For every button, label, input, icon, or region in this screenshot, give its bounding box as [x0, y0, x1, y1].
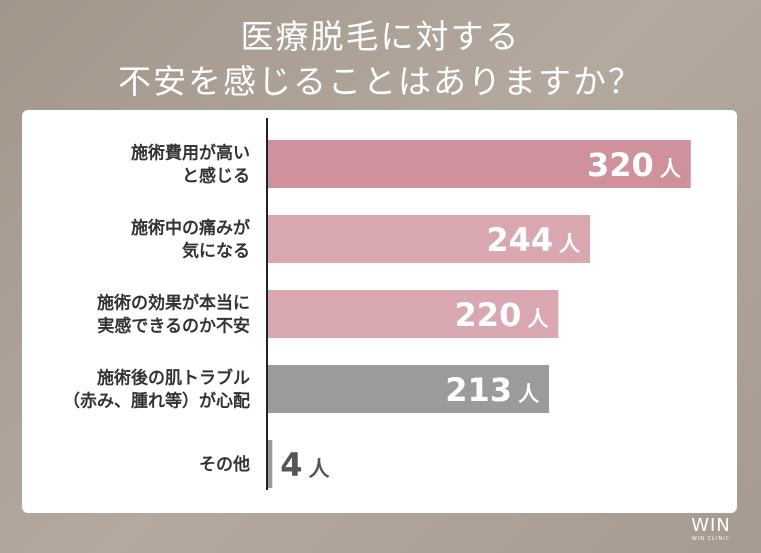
value-label-3: 220 人	[455, 296, 549, 334]
chart-title: 医療脱毛に対する 不安を感じることはありますか？	[0, 14, 761, 104]
bar-1	[267, 140, 691, 188]
bar-5	[267, 440, 273, 488]
chart-title-line-1: 医療脱毛に対する	[240, 17, 521, 56]
value-label-4: 213 人	[445, 371, 539, 409]
logo-subtext: WIN CLINIC	[691, 536, 731, 542]
category-label-3: 施術の効果が本当に実感できるのか不安	[97, 293, 250, 337]
category-label-4: 施術後の肌トラブル（赤み、腫れ等）が心配	[63, 368, 250, 412]
value-label-2: 244 人	[486, 221, 580, 259]
category-label-1: 施術費用が高いと感じる	[131, 143, 250, 187]
bar-3	[267, 290, 559, 338]
category-label-2: 施術中の痛みが気になる	[131, 218, 250, 262]
chart-panel: 施術費用が高いと感じる 320 人施術中の痛みが気になる 244 人施術の効果が本当に実…	[22, 110, 737, 513]
win-clinic-logo: WIN WIN CLINIC	[686, 516, 736, 543]
bar-2	[267, 215, 591, 263]
bar-4	[267, 365, 550, 413]
chart-title-line-2: 不安を感じることはありますか？	[118, 62, 643, 101]
value-label-1: 320 人	[587, 146, 681, 184]
category-label-5: その他	[199, 454, 250, 475]
logo-wordmark: WIN	[691, 515, 731, 536]
